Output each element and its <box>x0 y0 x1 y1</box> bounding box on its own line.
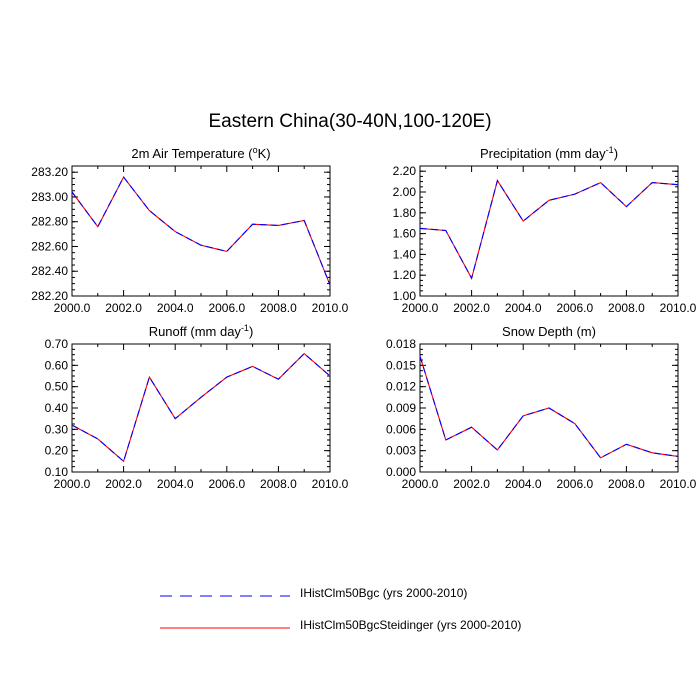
y-tick-label: 0.50 <box>45 380 69 394</box>
figure-title: Eastern China(30-40N,100-120E) <box>208 111 492 132</box>
plot-frame <box>419 165 679 297</box>
x-tick-label: 2004.0 <box>157 301 194 315</box>
x-tick-label: 2002.0 <box>105 477 142 491</box>
legend-line-2 <box>160 627 290 629</box>
y-tick-label: 0.10 <box>45 465 69 479</box>
y-tick-label: 283.20 <box>31 165 68 179</box>
chart-title-4: Snow Depth (m) <box>502 324 596 339</box>
y-tick-label: 0.018 <box>386 337 416 351</box>
chart-panel-4: Snow Depth (m) 2000.0 2002.0 2004.0 2006.0 20… <box>386 324 697 491</box>
x-tick-label: 2000.0 <box>54 477 91 491</box>
y-tick-label: 283.00 <box>31 190 68 204</box>
plot-frame <box>71 343 331 473</box>
chart-panel-2: Precipitation (mm day-1) 2000.0 2002.0 2004… <box>393 145 697 315</box>
y-tick-label: 0.009 <box>386 401 416 415</box>
series-line-1 <box>419 355 679 459</box>
x-tick-label: 2002.0 <box>453 477 490 491</box>
y-tick-label: 2.20 <box>393 164 417 178</box>
x-tick-label: 2008.0 <box>608 301 645 315</box>
x-tick-label: 2006.0 <box>556 477 593 491</box>
y-tick-label: 282.80 <box>31 215 68 229</box>
x-tick-label: 2010.0 <box>660 301 697 315</box>
chart-panel-1: 2m Air Temperature (oK) 2000.0 2002.0 2004.… <box>31 145 348 315</box>
series-line-2 <box>419 355 679 459</box>
y-tick-label: 1.20 <box>393 268 417 282</box>
y-tick-label: 282.40 <box>31 264 68 278</box>
legend-label-1: IHistClm50Bgc (yrs 2000-2010) <box>300 586 468 600</box>
series-line-2 <box>71 176 331 286</box>
y-tick-label: 0.012 <box>386 380 416 394</box>
x-tick-label: 2000.0 <box>54 301 91 315</box>
series-line-1 <box>419 179 679 280</box>
y-tick-label: 0.40 <box>45 401 69 415</box>
x-tick-label: 2004.0 <box>505 477 542 491</box>
x-tick-label: 2008.0 <box>608 477 645 491</box>
y-tick-label: 0.006 <box>386 422 416 436</box>
plot-frame <box>71 165 331 297</box>
y-tick-label: 0.20 <box>45 444 69 458</box>
series-line-1 <box>71 352 331 463</box>
x-tick-label: 2010.0 <box>660 477 697 491</box>
y-tick-label: 282.60 <box>31 239 68 253</box>
legend-line-1 <box>160 595 290 597</box>
x-tick-label: 2010.0 <box>312 477 349 491</box>
y-tick-label: 2.00 <box>393 185 417 199</box>
chart-title-2: Precipitation (mm day-1) <box>480 145 618 161</box>
y-tick-label: 0.60 <box>45 358 69 372</box>
x-tick-label: 2008.0 <box>260 301 297 315</box>
x-tick-label: 2010.0 <box>312 301 349 315</box>
y-tick-label: 1.40 <box>393 247 417 261</box>
x-tick-label: 2006.0 <box>556 301 593 315</box>
x-tick-label: 2006.0 <box>208 301 245 315</box>
y-tick-label: 1.00 <box>393 289 417 303</box>
x-tick-label: 2004.0 <box>157 477 194 491</box>
y-tick-label: 0.015 <box>386 358 416 372</box>
y-tick-label: 282.20 <box>31 289 68 303</box>
x-tick-label: 2008.0 <box>260 477 297 491</box>
x-tick-label: 2000.0 <box>402 301 439 315</box>
y-tick-label: 0.000 <box>386 465 416 479</box>
x-tick-label: 2006.0 <box>208 477 245 491</box>
y-tick-label: 1.80 <box>393 206 417 220</box>
y-tick-label: 1.60 <box>393 227 417 241</box>
x-tick-label: 2000.0 <box>402 477 439 491</box>
x-tick-label: 2002.0 <box>105 301 142 315</box>
chart-title-1: 2m Air Temperature (oK) <box>131 145 270 161</box>
chart-panel-3: Runoff (mm day-1) 2000.0 2002.0 2004.0 2006.… <box>45 323 349 491</box>
legend-label-2: IHistClm50BgcSteidinger (yrs 2000-2010) <box>300 618 522 632</box>
series-line-1 <box>71 176 331 286</box>
x-tick-label: 2002.0 <box>453 301 490 315</box>
series-line-2 <box>71 352 331 463</box>
y-tick-label: 0.30 <box>45 422 69 436</box>
x-tick-label: 2004.0 <box>505 301 542 315</box>
y-tick-label: 0.003 <box>386 444 416 458</box>
chart-title-3: Runoff (mm day-1) <box>149 323 254 339</box>
y-tick-label: 0.70 <box>45 337 69 351</box>
